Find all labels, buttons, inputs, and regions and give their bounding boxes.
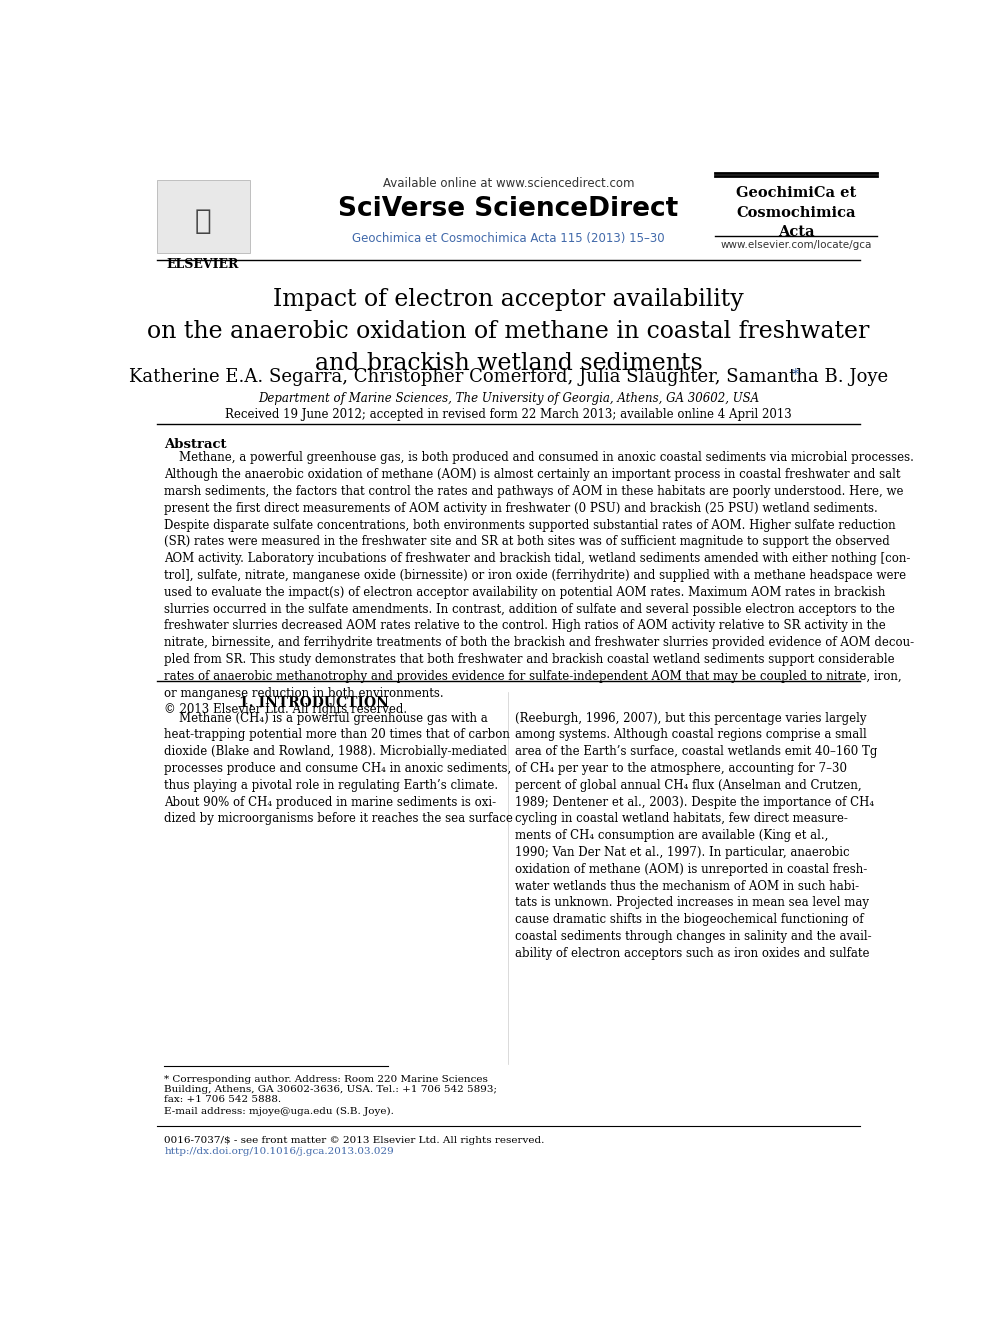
Text: GeochimiCa et
Cosmochimica
Acta: GeochimiCa et Cosmochimica Acta [736, 187, 856, 239]
Text: fax: +1 706 542 5888.: fax: +1 706 542 5888. [165, 1095, 282, 1105]
Text: Impact of electron acceptor availability
on the anaerobic oxidation of methane i: Impact of electron acceptor availability… [147, 288, 870, 376]
Text: Available online at www.sciencedirect.com: Available online at www.sciencedirect.co… [383, 177, 634, 191]
Text: Katherine E.A. Segarra, Christopher Comerford, Julia Slaughter, Samantha B. Joye: Katherine E.A. Segarra, Christopher Come… [129, 368, 888, 386]
Text: ELSEVIER: ELSEVIER [167, 258, 239, 271]
Text: E-mail address: mjoye@uga.edu (S.B. Joye).: E-mail address: mjoye@uga.edu (S.B. Joye… [165, 1106, 394, 1115]
Text: http://dx.doi.org/10.1016/j.gca.2013.03.029: http://dx.doi.org/10.1016/j.gca.2013.03.… [165, 1147, 394, 1156]
Bar [157, 180, 250, 254]
Text: 0016-7037/$ - see front matter © 2013 Elsevier Ltd. All rights reserved.: 0016-7037/$ - see front matter © 2013 El… [165, 1136, 545, 1144]
Text: (Reeburgh, 1996, 2007), but this percentage varies largely
among systems. Althou: (Reeburgh, 1996, 2007), but this percent… [515, 712, 877, 959]
Text: www.elsevier.com/locate/gca: www.elsevier.com/locate/gca [720, 241, 872, 250]
Text: Building, Athens, GA 30602-3636, USA. Tel.: +1 706 542 5893;: Building, Athens, GA 30602-3636, USA. Te… [165, 1085, 497, 1094]
Text: SciVerse ScienceDirect: SciVerse ScienceDirect [338, 196, 679, 222]
Text: Received 19 June 2012; accepted in revised form 22 March 2013; available online : Received 19 June 2012; accepted in revis… [225, 409, 792, 421]
Text: Methane, a powerful greenhouse gas, is both produced and consumed in anoxic coas: Methane, a powerful greenhouse gas, is b… [165, 451, 915, 716]
Text: Methane (CH₄) is a powerful greenhouse gas with a
heat-trapping potential more t: Methane (CH₄) is a powerful greenhouse g… [165, 712, 513, 826]
Text: * Corresponding author. Address: Room 220 Marine Sciences: * Corresponding author. Address: Room 22… [165, 1076, 488, 1084]
Text: *: * [792, 368, 800, 382]
Text: 🌿: 🌿 [194, 206, 211, 234]
Text: Department of Marine Sciences, The University of Georgia, Athens, GA 30602, USA: Department of Marine Sciences, The Unive… [258, 392, 759, 405]
Text: Abstract: Abstract [165, 438, 227, 451]
Text: Geochimica et Cosmochimica Acta 115 (2013) 15–30: Geochimica et Cosmochimica Acta 115 (201… [352, 232, 665, 245]
Text: 1. INTRODUCTION: 1. INTRODUCTION [239, 696, 389, 710]
